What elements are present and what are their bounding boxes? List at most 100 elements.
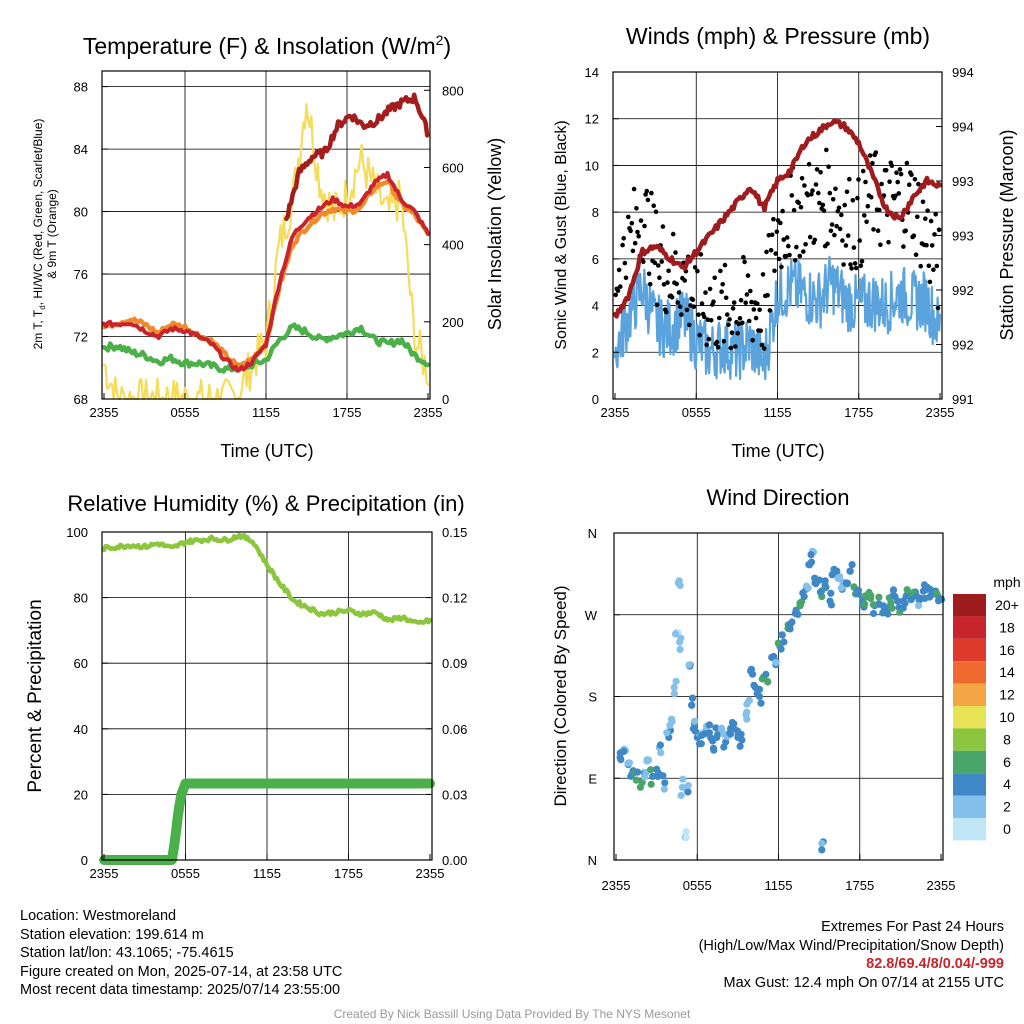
time-tick-label: 1155 <box>764 405 792 420</box>
direction-point <box>656 741 665 749</box>
gust-point <box>704 342 709 348</box>
gust-point <box>706 336 712 342</box>
gust-point <box>675 300 681 305</box>
speed-legend-label: 20+ <box>995 597 1019 613</box>
station-location: Location: Westmoreland <box>20 908 177 924</box>
direction-point <box>833 567 841 575</box>
gust-point <box>677 304 683 310</box>
temperature-left-ticks: 68 72 76 80 84 88 <box>74 80 108 407</box>
direction-point <box>668 718 676 726</box>
left-tick-label: 40 <box>74 722 88 737</box>
gust-point <box>766 233 772 238</box>
direction-point <box>861 600 869 608</box>
gust-point <box>657 275 662 281</box>
gust-point <box>850 198 856 203</box>
time-tick-label: 2355 <box>90 405 119 420</box>
direction-tick-label: N <box>588 853 597 868</box>
direction-point <box>649 772 657 781</box>
gust-point <box>932 232 937 237</box>
gust-point <box>764 249 769 255</box>
gust-point <box>723 295 729 301</box>
winds-xlabel: Time (UTC) <box>731 441 824 461</box>
gust-point <box>840 238 845 243</box>
time-tick-label: 1755 <box>844 405 873 420</box>
right-tick-label: 992 <box>952 338 974 353</box>
gust-point <box>708 318 714 323</box>
direction-point <box>738 736 746 744</box>
gust-point <box>691 304 697 310</box>
gust-point <box>897 167 903 172</box>
gust-point <box>759 342 765 348</box>
gust-point <box>909 172 914 178</box>
gust-point <box>735 331 740 336</box>
gust-point <box>647 281 653 287</box>
direction-tick-label: S <box>588 690 597 705</box>
gust-point <box>904 160 910 166</box>
direction-point <box>659 772 667 780</box>
gust-point <box>794 244 799 250</box>
direction-point <box>903 586 911 594</box>
gust-point <box>935 305 941 311</box>
gust-point <box>862 213 867 218</box>
temperature-left-ylabel-line2: & 9m T (Orange) <box>45 189 59 279</box>
gust-point <box>760 272 766 277</box>
gust-point <box>778 220 783 226</box>
gust-point <box>729 330 735 336</box>
gust-point <box>719 289 724 295</box>
left-tick-label: 14 <box>585 65 599 80</box>
gust-point <box>784 235 790 240</box>
left-tick-label: 4 <box>592 299 599 314</box>
direction-point <box>883 604 891 612</box>
gust-point <box>690 297 696 303</box>
time-tick-label: 1755 <box>845 878 874 893</box>
gust-point <box>635 229 640 235</box>
direction-point <box>632 776 640 784</box>
gust-point <box>886 239 891 245</box>
gust-point <box>849 266 854 271</box>
gust-point <box>746 318 752 324</box>
gust-point <box>799 176 805 181</box>
gust-point <box>679 312 684 317</box>
gust-point <box>860 168 866 174</box>
speed-legend-title: mph <box>993 574 1020 590</box>
direction-point <box>914 602 923 610</box>
gust-point <box>722 262 728 268</box>
gust-point <box>780 208 785 214</box>
gust-point <box>726 322 731 328</box>
gust-point <box>733 344 738 349</box>
gust-point <box>654 302 660 308</box>
gust-point <box>731 300 737 305</box>
direction-point <box>671 630 680 638</box>
direction-point <box>727 730 735 738</box>
right-tick-label: 0.06 <box>442 722 467 737</box>
direction-point <box>634 768 642 776</box>
direction-point <box>837 584 845 592</box>
figure-created: Figure created on Mon, 2025-07-14, at 23… <box>20 963 343 980</box>
time-tick-label: 2355 <box>601 405 630 420</box>
gust-point <box>877 207 882 213</box>
solar-right-ylabel: Solar Insolation (Yellow) <box>485 138 505 330</box>
winds-panel: Winds (mph) & Pressure (mb) 02468101214 … <box>553 23 1017 461</box>
gust-point <box>622 260 628 266</box>
gust-point <box>669 295 675 300</box>
gust-point <box>705 317 711 323</box>
speed-legend-label: 10 <box>999 709 1015 725</box>
direction-point <box>762 670 770 679</box>
most-recent-timestamp: Most recent data timestamp: 2025/07/14 2… <box>20 982 341 998</box>
direction-point <box>672 677 680 685</box>
extremes-values: 82.8/69.4/8/0.04/-999 <box>866 956 1004 972</box>
gust-point <box>765 292 770 298</box>
gust-point <box>645 197 651 203</box>
speed-legend-label: 18 <box>999 619 1015 635</box>
gust-point <box>753 315 759 321</box>
gust-point <box>703 290 708 295</box>
speed-legend-swatch <box>953 773 986 796</box>
gust-point <box>901 244 906 249</box>
gust-point <box>843 243 849 248</box>
speed-legend-label: 16 <box>999 642 1015 658</box>
gust-point <box>894 170 899 175</box>
left-tick-label: 0 <box>81 853 88 868</box>
gust-point <box>636 233 641 239</box>
time-tick-label: 0555 <box>171 866 200 881</box>
